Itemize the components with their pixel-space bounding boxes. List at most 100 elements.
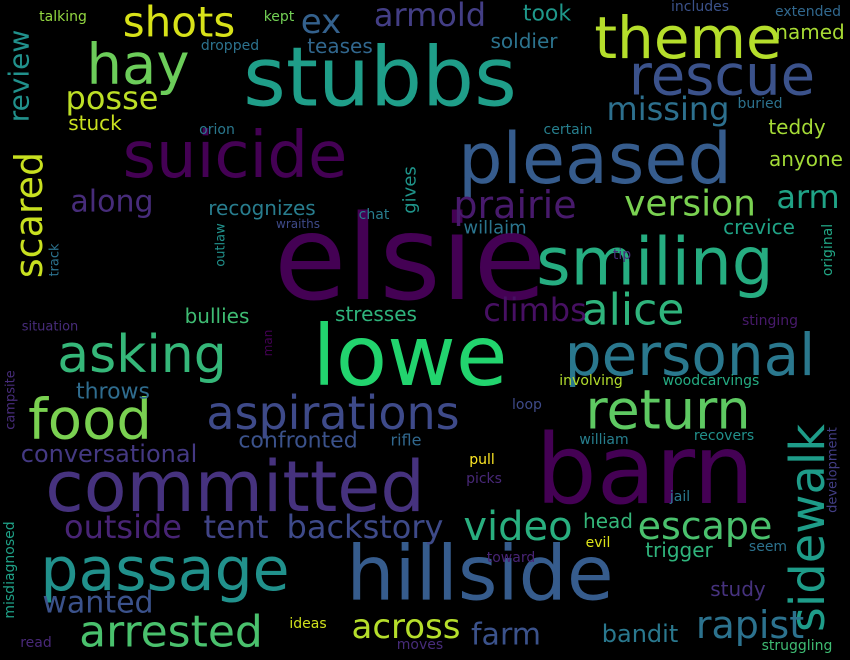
- word-conversational: conversational: [21, 440, 197, 468]
- word-situation: situation: [22, 320, 79, 335]
- word-anyone: anyone: [769, 147, 843, 171]
- word-track: track: [48, 243, 63, 277]
- word-missing: missing: [607, 90, 730, 128]
- word-seem: seem: [749, 539, 787, 555]
- word-stubbs: stubbs: [243, 31, 517, 126]
- word-read: read: [20, 635, 52, 651]
- word-pull: pull: [469, 452, 495, 468]
- word-jail: jail: [669, 489, 690, 505]
- word-certain: certain: [544, 122, 593, 138]
- word-moves: moves: [397, 637, 443, 653]
- word-aspirations: aspirations: [206, 386, 459, 440]
- word-suicide: suicide: [123, 119, 348, 193]
- word-elsie: elsie: [274, 189, 546, 327]
- word-chat: chat: [359, 207, 390, 223]
- word-stresses: stresses: [335, 302, 417, 326]
- word-prairie: prairie: [453, 183, 576, 227]
- word-campsite: campsite: [4, 370, 19, 430]
- word-scared: scared: [7, 152, 51, 278]
- word-backstory: backstory: [287, 508, 444, 546]
- word-shots: shots: [123, 0, 236, 47]
- word-misdiagnosed: misdiagnosed: [2, 521, 18, 618]
- word-armold: armold: [374, 0, 486, 34]
- word-toward: toward: [487, 550, 535, 566]
- word-kept: kept: [264, 9, 295, 25]
- word-rifle: rifle: [391, 431, 422, 450]
- word-tent: tent: [203, 508, 268, 546]
- word-bandit: bandit: [602, 620, 678, 648]
- word-barn: barn: [536, 414, 754, 526]
- word-outlaw: outlaw: [214, 223, 229, 267]
- word-personal: personal: [565, 321, 815, 389]
- word-arm: arm: [776, 178, 839, 216]
- word-rapist: rapist: [696, 603, 804, 647]
- word-includes: includes: [671, 0, 729, 15]
- word-across: across: [352, 607, 461, 647]
- word-return: return: [585, 379, 750, 442]
- word-confronted: confronted: [238, 429, 357, 454]
- word-hillside: hillside: [346, 529, 613, 618]
- word-recovers: recovers: [694, 428, 754, 444]
- word-buried: buried: [738, 96, 783, 112]
- word-stuck: stuck: [68, 111, 122, 135]
- word-ex: ex: [301, 2, 341, 42]
- word-soldier: soldier: [491, 29, 559, 53]
- word-asking: asking: [57, 325, 226, 385]
- word-food: food: [28, 388, 152, 453]
- word-original: original: [820, 224, 836, 276]
- word-theme: theme: [594, 4, 781, 72]
- word-lowe: lowe: [312, 307, 507, 405]
- word-talking: talking: [39, 9, 87, 25]
- word-posse: posse: [66, 79, 159, 117]
- word-dropped: dropped: [201, 38, 259, 54]
- word-passage: passage: [40, 535, 289, 605]
- word-rescue: rescue: [629, 44, 815, 109]
- word-trigger: trigger: [645, 538, 713, 562]
- word-teases: teases: [307, 34, 373, 58]
- word-video: video: [463, 504, 572, 550]
- word-throws: throws: [76, 380, 150, 405]
- word-outside: outside: [64, 508, 182, 546]
- word-picks: picks: [466, 471, 502, 487]
- word-took: took: [523, 2, 572, 27]
- word-committed: committed: [45, 446, 425, 528]
- word-loop: loop: [512, 397, 542, 413]
- word-ideas: ideas: [289, 616, 326, 632]
- word-head: head: [583, 509, 633, 533]
- word-stinging: stinging: [742, 313, 798, 329]
- word-bullies: bullies: [185, 304, 250, 328]
- word-alice: alice: [582, 285, 685, 336]
- word-along: along: [70, 185, 153, 220]
- word-orion: orion: [199, 122, 235, 138]
- word-hay: hay: [87, 33, 190, 98]
- word-version: version: [624, 184, 756, 225]
- word-gives: gives: [400, 166, 421, 214]
- word-escape: escape: [638, 504, 773, 548]
- word-involving: involving: [559, 373, 622, 389]
- word-wanted: wanted: [42, 586, 153, 621]
- word-smiling: smiling: [536, 224, 773, 301]
- word-named: named: [775, 20, 844, 44]
- word-pleased: pleased: [458, 118, 732, 200]
- word-climbs: climbs: [483, 291, 587, 329]
- word-study: study: [710, 577, 766, 601]
- word-willaim: willaim: [463, 218, 526, 239]
- word-sidewalk: sidewalk: [780, 424, 836, 632]
- word-tip: tip: [613, 247, 631, 263]
- word-extended: extended: [775, 4, 841, 20]
- word-crevice: crevice: [723, 215, 795, 239]
- word-arrested: arrested: [79, 607, 263, 658]
- word-wraiths: wraiths: [276, 217, 320, 231]
- word-teddy: teddy: [768, 115, 826, 139]
- word-recognizes: recognizes: [208, 196, 315, 220]
- word-william: william: [579, 432, 628, 448]
- word-review: review: [3, 30, 36, 123]
- word-man: man: [261, 330, 275, 357]
- word-struggling: struggling: [762, 638, 833, 654]
- word-evil: evil: [586, 535, 611, 551]
- word-woodcarvings: woodcarvings: [663, 373, 760, 389]
